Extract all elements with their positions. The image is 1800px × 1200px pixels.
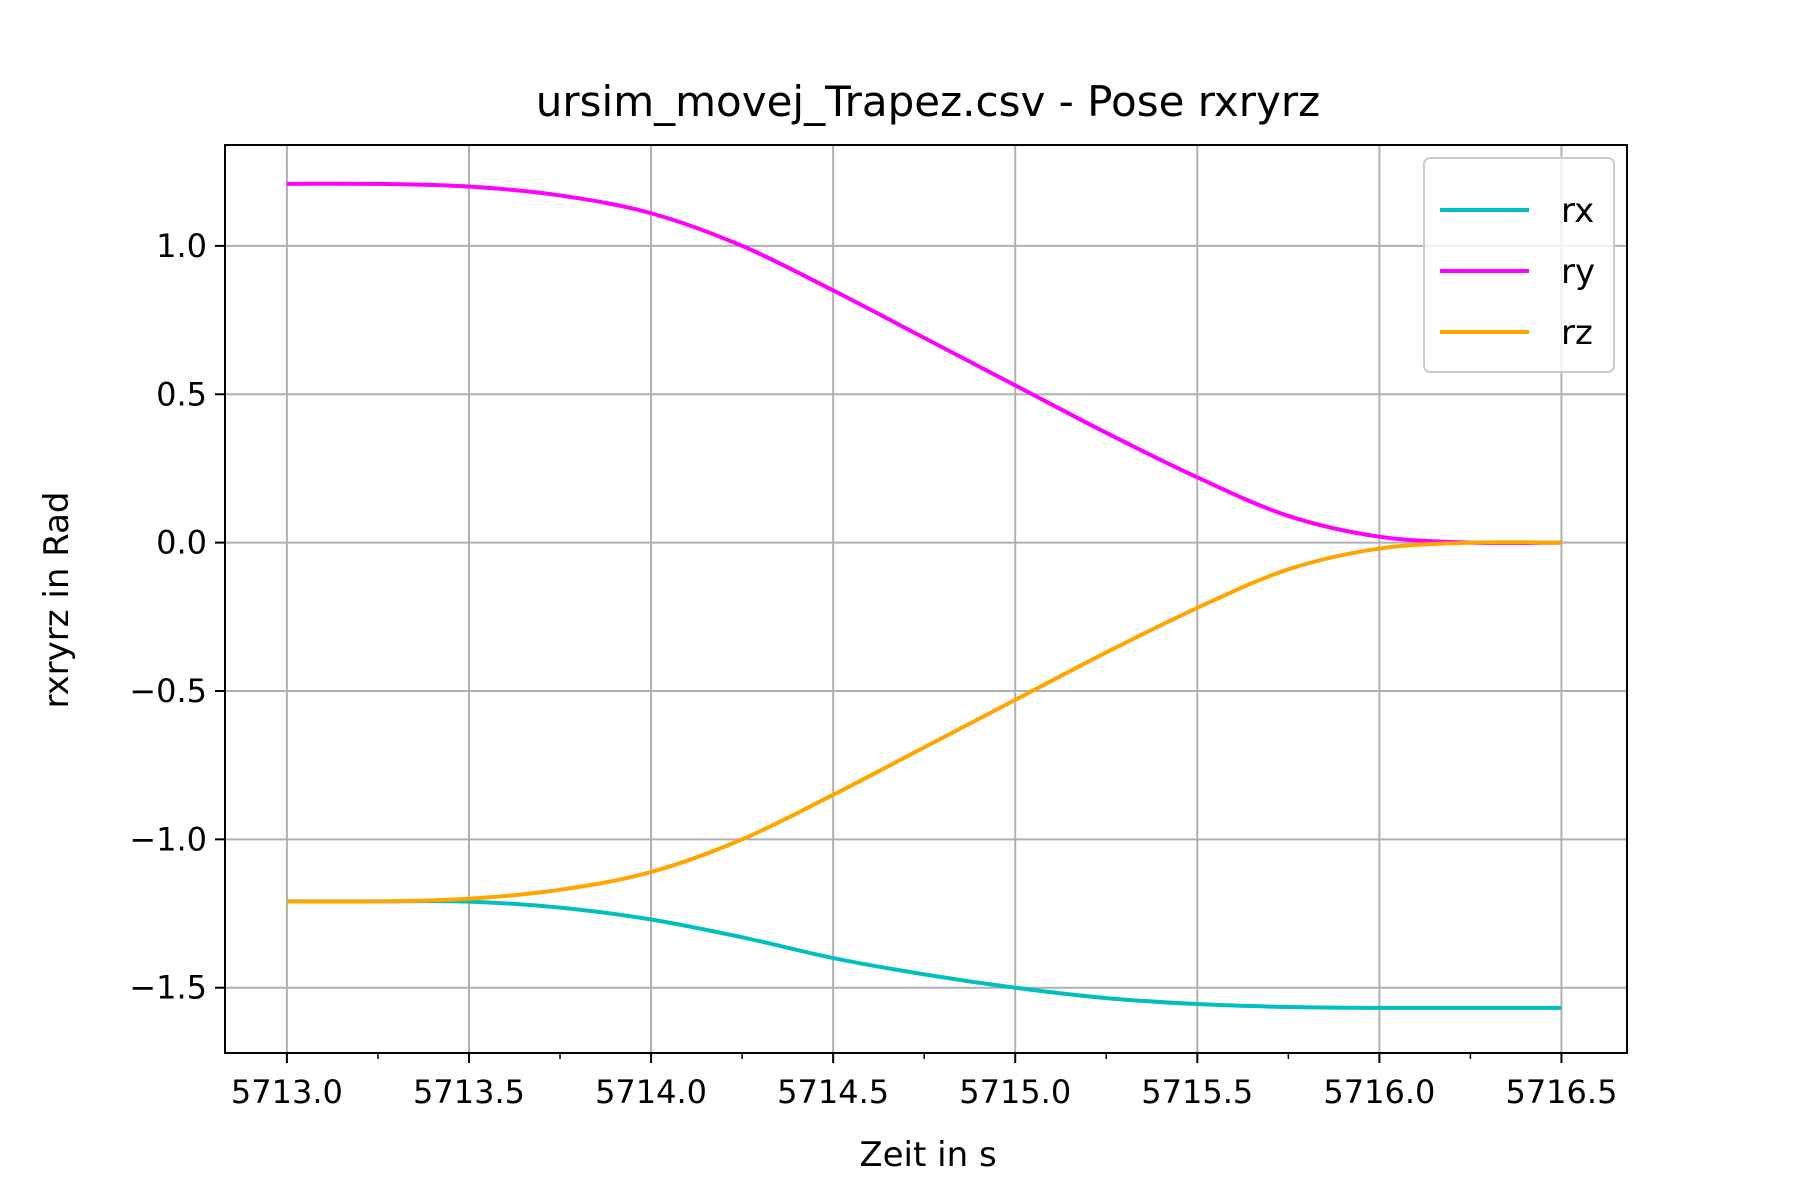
x-axis: 5713.0 5713.5 5714.0 5714.5 5715.0 5715.5 5716…: [231, 1053, 1617, 1111]
x-tick-label: 5715.0: [959, 1073, 1071, 1111]
y-axis-title: rxryrz in Rad: [37, 491, 77, 708]
y-tick-label: 1.0: [156, 227, 207, 265]
x-tick-label: 5714.0: [595, 1073, 707, 1111]
y-tick-label: −1.5: [129, 969, 207, 1007]
series-lines: [286, 181, 1562, 1010]
y-tick-label: −1.0: [129, 820, 207, 858]
y-axis: 1.0 0.5 0.0 −0.5 −1.0 −1.5: [129, 227, 225, 1007]
y-tick-label: 0.5: [156, 375, 207, 413]
legend-label-ry: ry: [1561, 252, 1595, 292]
y-tick-label: 0.0: [156, 524, 207, 562]
plot-frame: [224, 144, 1628, 1054]
series-line-ry: [286, 181, 1562, 546]
x-tick-label: 5715.5: [1141, 1073, 1253, 1111]
legend-label-rx: rx: [1561, 191, 1594, 231]
x-tick-label: 5716.5: [1505, 1073, 1617, 1111]
x-tick-label: 5713.5: [413, 1073, 525, 1111]
series-line-rz: [286, 540, 1562, 904]
x-tick-label: 5713.0: [231, 1073, 343, 1111]
grid: [225, 145, 1627, 1053]
x-axis-title: Zeit in s: [859, 1135, 996, 1175]
chart-title: ursim_movej_Trapez.csv - Pose rxryrz: [536, 77, 1320, 126]
series-line-rx: [286, 899, 1562, 1010]
legend: rx ry rz: [1423, 157, 1615, 373]
x-tick-label: 5714.5: [777, 1073, 889, 1111]
x-tick-label: 5716.0: [1323, 1073, 1435, 1111]
y-tick-label: −0.5: [129, 672, 207, 710]
legend-label-rz: rz: [1561, 313, 1593, 353]
